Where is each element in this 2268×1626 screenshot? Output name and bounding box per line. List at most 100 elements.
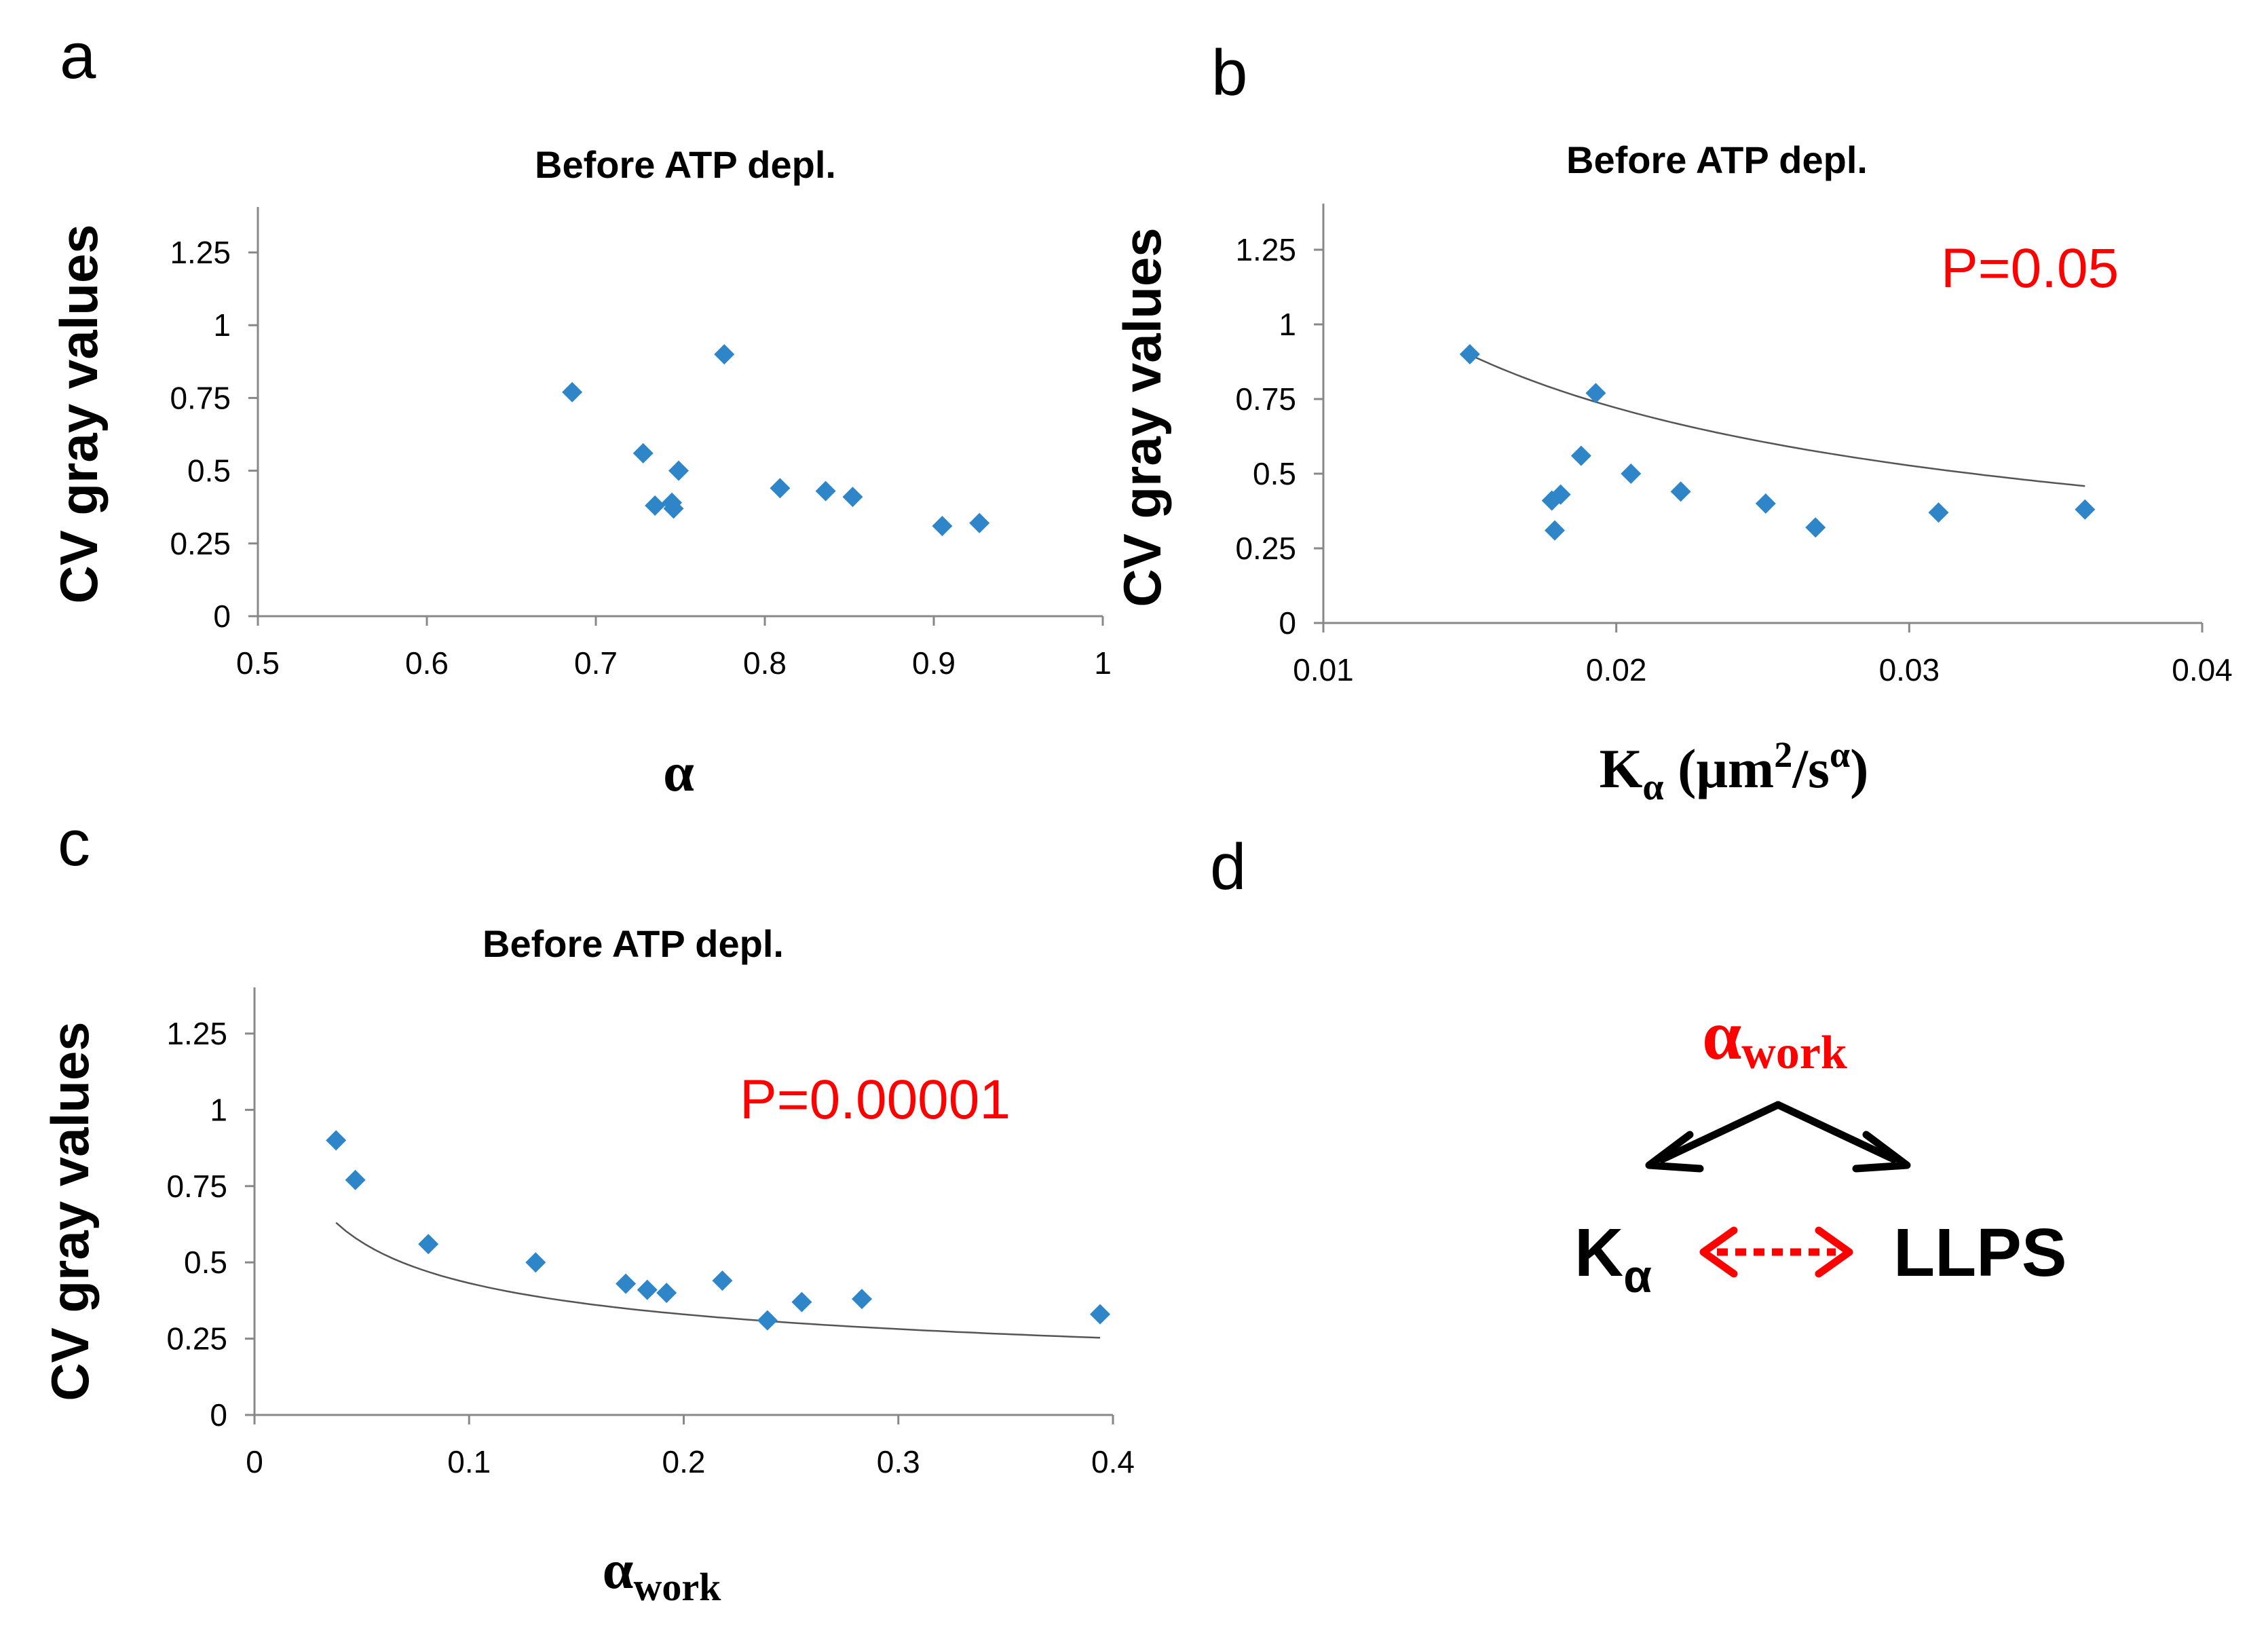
arrowhead-red-right-icon xyxy=(1815,1226,1853,1278)
y-tick-label: 0.5 xyxy=(1253,456,1296,491)
panel-c: c Before ATP depl. CV gray values 0 0.1 0.… xyxy=(40,807,1135,1609)
y-tick-label: 1.25 xyxy=(166,1016,227,1051)
data-point xyxy=(770,478,791,499)
data-point xyxy=(932,516,953,537)
data-point xyxy=(616,1273,637,1294)
y-tick-label: 0.75 xyxy=(166,1169,227,1204)
x-tick-label: 0.01 xyxy=(1293,652,1354,687)
arrow-to-k-alpha xyxy=(1659,1101,1782,1163)
diagram-k-alpha: Kα xyxy=(1574,1215,1652,1302)
data-point xyxy=(969,512,990,533)
panel-d: d αwork Kα LLPS xyxy=(1210,831,2067,1302)
chart-title-a: Before ATP depl. xyxy=(535,143,836,186)
y-tick-label: 0.25 xyxy=(166,1321,227,1357)
y-tick-label: 0.75 xyxy=(170,380,231,415)
panel-b: b Before ATP depl. CV gray values 0.01 0.… xyxy=(1112,37,2233,808)
data-point xyxy=(562,381,583,402)
y-tick-label: 0.5 xyxy=(187,453,231,489)
data-point xyxy=(1570,445,1591,466)
y-axis-label-a: CV gray values xyxy=(49,224,109,603)
data-point xyxy=(418,1234,439,1255)
x-tick-label: 0 xyxy=(246,1444,263,1479)
x-tick-label: 0.6 xyxy=(405,645,449,681)
diagram-llps: LLPS xyxy=(1893,1215,2067,1291)
data-point xyxy=(1805,517,1826,538)
x-tick-label: 0.02 xyxy=(1586,652,1647,687)
y-tick-label: 0.25 xyxy=(170,526,231,561)
data-point xyxy=(757,1310,778,1331)
points-c xyxy=(326,1130,1111,1331)
points-b xyxy=(1459,344,2096,541)
data-point xyxy=(632,442,654,464)
panel-letter-a: a xyxy=(60,20,96,92)
data-point xyxy=(842,487,863,508)
data-point xyxy=(525,1252,546,1273)
data-point xyxy=(1550,484,1571,505)
data-point xyxy=(1670,481,1691,502)
x-tick-label: 0.7 xyxy=(574,645,618,681)
data-point xyxy=(1928,502,1949,523)
x-tick-label: 0.03 xyxy=(1879,652,1940,687)
arrowhead-red-left-icon xyxy=(1699,1226,1738,1278)
diagram-black-arrows xyxy=(1645,1101,1911,1173)
data-point xyxy=(791,1291,812,1312)
x-tick-label: 0.9 xyxy=(912,645,956,681)
x-tick-label: 1 xyxy=(1094,645,1112,681)
diagram-alpha-work: αwork xyxy=(1702,996,1847,1079)
fit-curve-b xyxy=(1469,354,2085,487)
data-point xyxy=(1459,344,1480,364)
chart-title-b: Before ATP depl. xyxy=(1566,138,1868,181)
x-axis-label-c: αwork xyxy=(603,1538,721,1609)
arrowhead-left-icon xyxy=(1645,1131,1704,1173)
ticks-b: 0.01 0.02 0.03 0.04 0 0.25 0.5 0.75 1 1.25 xyxy=(1235,232,2232,687)
y-tick-label: 0 xyxy=(213,599,231,634)
data-point xyxy=(1090,1304,1111,1325)
diagram-red-double-arrow xyxy=(1699,1226,1853,1278)
data-point xyxy=(663,498,684,519)
x-tick-label: 0.8 xyxy=(743,645,787,681)
x-tick-label: 0.4 xyxy=(1091,1444,1135,1479)
p-value-b: P=0.05 xyxy=(1941,238,2119,299)
data-point xyxy=(1755,493,1776,514)
data-point xyxy=(668,460,689,481)
data-point xyxy=(656,1283,677,1304)
x-tick-label: 0.3 xyxy=(877,1444,920,1479)
y-tick-label: 1 xyxy=(213,307,231,343)
y-axis-label-b: CV gray values xyxy=(1112,227,1172,607)
y-tick-label: 1.25 xyxy=(1235,232,1296,267)
y-tick-label: 0.75 xyxy=(1235,381,1296,417)
data-point xyxy=(712,1270,733,1291)
y-tick-label: 0.25 xyxy=(1235,531,1296,566)
x-tick-label: 0.04 xyxy=(2172,652,2233,687)
data-point xyxy=(345,1169,366,1190)
y-tick-label: 1.25 xyxy=(170,235,231,270)
x-tick-label: 0.2 xyxy=(662,1444,706,1479)
data-point xyxy=(1585,383,1606,404)
y-tick-label: 0 xyxy=(1279,605,1296,641)
panel-letter-b: b xyxy=(1211,37,1247,109)
data-point xyxy=(637,1279,658,1300)
y-tick-label: 0 xyxy=(210,1397,227,1433)
p-value-c: P=0.00001 xyxy=(740,1069,1010,1131)
data-point xyxy=(1545,520,1566,541)
x-axis-label-a: α xyxy=(663,741,694,803)
panel-letter-d: d xyxy=(1210,831,1246,903)
data-point xyxy=(326,1130,347,1151)
x-tick-label: 0.1 xyxy=(447,1444,491,1479)
data-point xyxy=(1621,464,1642,484)
ticks-c: 0 0.1 0.2 0.3 0.4 0 0.25 0.5 0.75 1 1.25 xyxy=(166,1016,1135,1479)
chart-title-c: Before ATP depl. xyxy=(483,922,784,965)
fit-curve-c xyxy=(335,1222,1101,1339)
panel-letter-c: c xyxy=(58,807,90,880)
y-tick-label: 1 xyxy=(210,1092,227,1127)
x-tick-label: 0.5 xyxy=(236,645,280,681)
data-point xyxy=(645,495,666,516)
data-point xyxy=(851,1289,872,1310)
y-tick-label: 0.5 xyxy=(184,1245,227,1280)
ticks-a: 0.5 0.6 0.7 0.8 0.9 1 0 0.25 0.5 0.75 1 1.25 xyxy=(170,235,1111,681)
data-point xyxy=(714,344,735,365)
arrow-to-llps xyxy=(1774,1101,1897,1163)
y-tick-label: 1 xyxy=(1279,307,1296,342)
y-axis-label-c: CV gray values xyxy=(40,1021,100,1401)
